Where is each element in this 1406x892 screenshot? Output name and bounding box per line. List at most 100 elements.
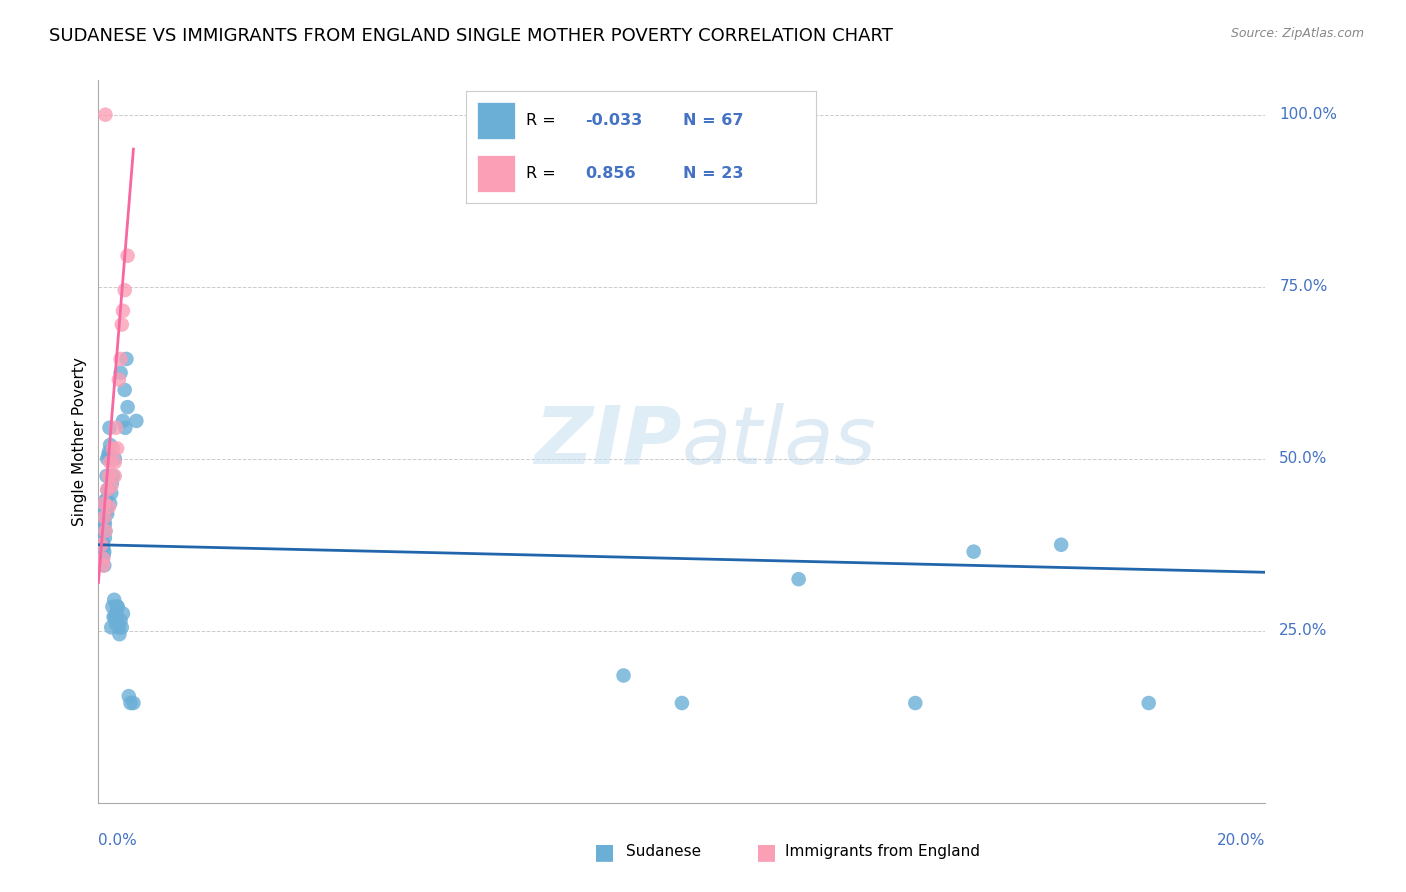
Point [962,544,984,558]
Point [104,451,127,466]
Point [93,496,115,510]
Point [111,318,134,332]
Y-axis label: Single Mother Poverty: Single Mother Poverty [72,357,87,526]
Point [111,414,134,428]
Point [98,438,121,452]
Point [117,400,139,414]
Text: 20.0%: 20.0% [1218,833,1265,848]
Point [107,599,129,614]
Point [110,366,132,380]
Point [103,610,125,624]
Point [96,483,118,497]
Point [787,572,810,586]
Point [105,442,128,456]
Point [91,541,114,556]
Point [103,592,125,607]
Point [91,520,114,534]
Point [90,538,112,552]
Point [100,620,122,634]
Point [94,500,117,514]
Text: ZIP: ZIP [534,402,682,481]
Point [904,696,927,710]
Point [114,421,136,435]
Text: 100.0%: 100.0% [1279,107,1337,122]
Point [93,558,115,573]
Point [96,507,118,521]
Point [96,503,118,517]
Point [104,610,127,624]
Point [93,510,115,524]
Text: atlas: atlas [682,402,877,481]
Point [111,607,134,621]
Point [104,455,127,469]
Point [671,696,693,710]
Point [125,414,148,428]
Point [97,500,120,514]
Point [104,610,127,624]
Point [94,531,117,545]
Point [114,283,136,297]
Point [97,445,120,459]
Point [105,607,128,621]
Point [98,496,121,510]
Point [91,551,114,566]
Text: ■: ■ [595,842,614,862]
Point [111,620,134,634]
Point [101,442,124,456]
Point [104,469,127,483]
Point [100,479,122,493]
Point [101,475,124,490]
Point [90,534,112,549]
Point [91,551,114,566]
Text: 25.0%: 25.0% [1279,624,1327,639]
Point [98,421,121,435]
Point [110,614,132,628]
Point [97,483,120,497]
Point [118,689,141,703]
Point [97,448,120,462]
Point [122,696,145,710]
Text: ■: ■ [756,842,776,862]
Text: Sudanese: Sudanese [626,845,700,859]
Point [1050,538,1073,552]
Point [104,421,127,435]
Point [114,383,136,397]
Text: Source: ZipAtlas.com: Source: ZipAtlas.com [1230,27,1364,40]
Point [108,373,131,387]
Text: 0.0%: 0.0% [98,833,138,848]
Point [111,303,134,318]
Point [91,558,114,573]
Point [94,493,117,508]
Point [94,493,117,508]
Point [115,351,138,366]
Text: Immigrants from England: Immigrants from England [785,845,980,859]
Point [93,510,115,524]
Point [90,531,112,545]
Point [1137,696,1160,710]
Point [612,668,634,682]
Point [93,544,115,558]
Point [91,551,114,566]
Point [110,351,132,366]
Point [91,538,114,552]
Point [94,524,117,538]
Point [108,620,131,634]
Point [93,514,115,528]
Point [96,451,118,466]
Point [101,469,124,483]
Point [94,517,117,532]
Point [93,548,115,562]
Point [108,627,131,641]
Point [98,455,121,469]
Point [91,524,114,538]
Text: SUDANESE VS IMMIGRANTS FROM ENGLAND SINGLE MOTHER POVERTY CORRELATION CHART: SUDANESE VS IMMIGRANTS FROM ENGLAND SING… [49,27,893,45]
Point [104,616,127,631]
Point [96,469,118,483]
Point [94,524,117,538]
Point [117,249,139,263]
Point [94,108,117,122]
Point [100,486,122,500]
Point [105,599,128,614]
Point [93,503,115,517]
Point [97,483,120,497]
